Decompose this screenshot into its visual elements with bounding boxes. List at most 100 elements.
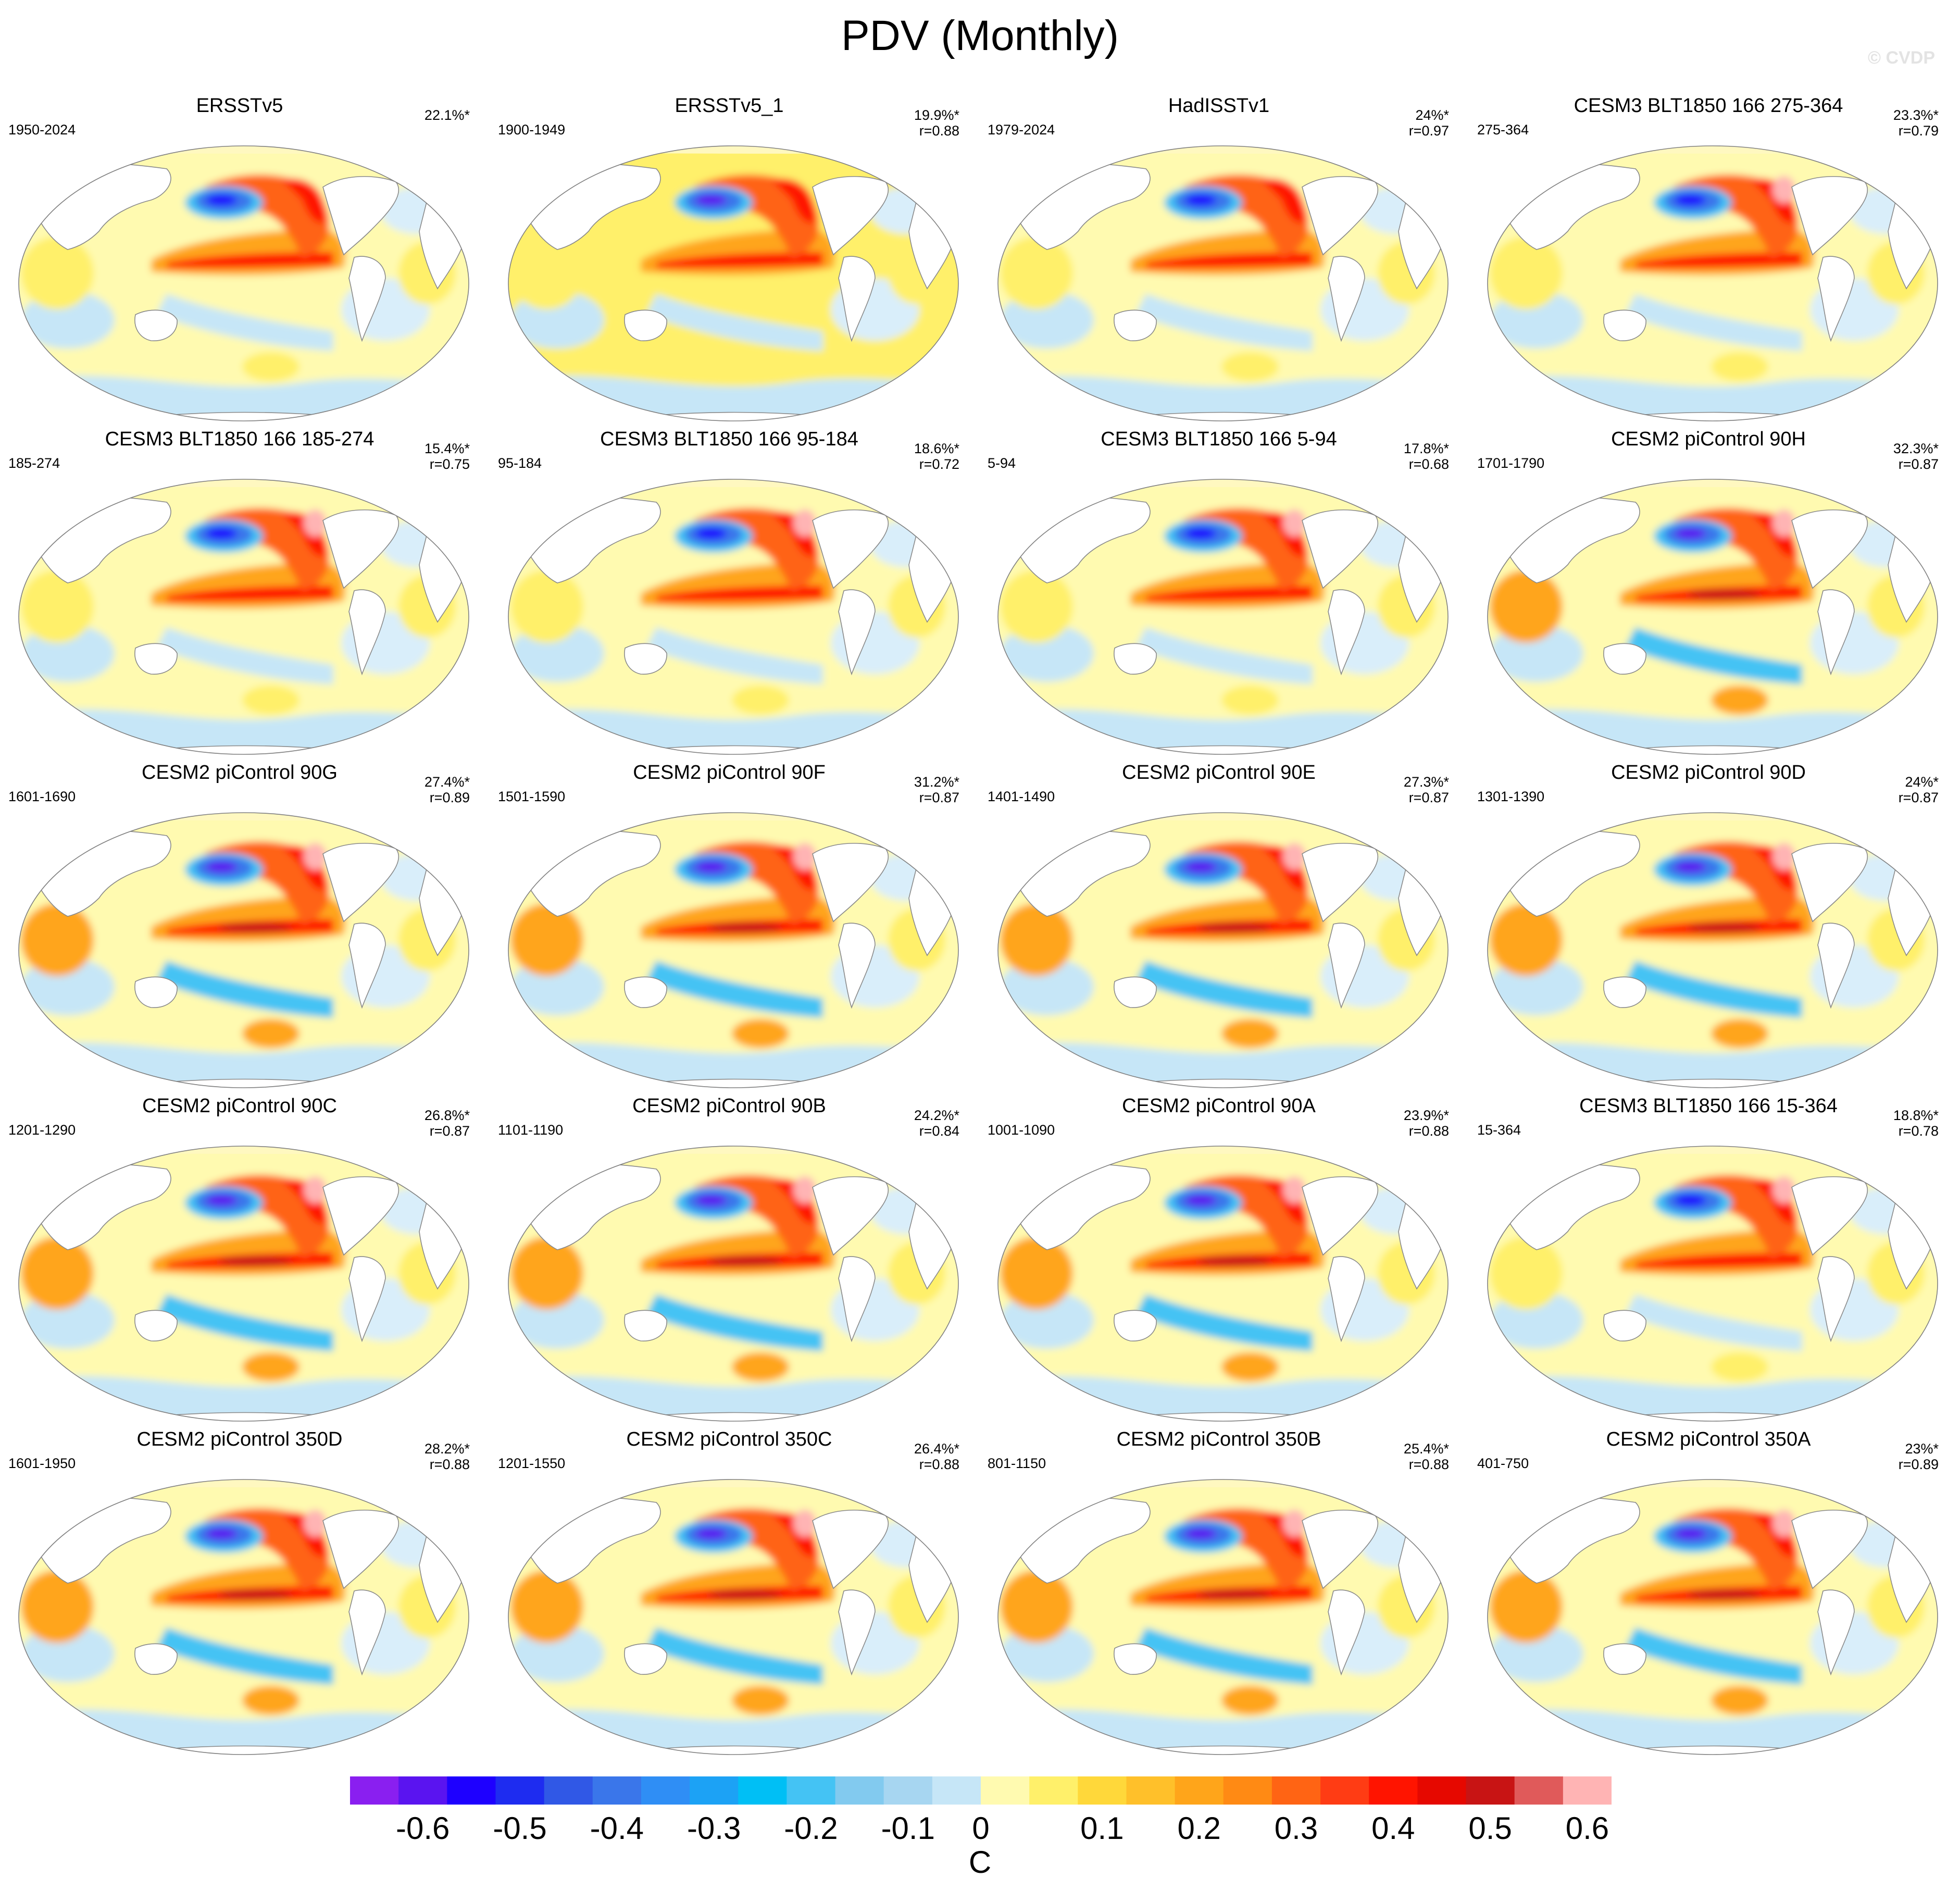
equatorial-maximum xyxy=(708,1256,781,1266)
australia xyxy=(134,1310,178,1341)
equatorial-maximum xyxy=(219,923,292,933)
south-pacific-warm-patch xyxy=(1221,1686,1279,1715)
panel-explained-variance: 28.2%* xyxy=(424,1441,470,1457)
australia xyxy=(624,976,667,1008)
colorbar-swatch xyxy=(544,1776,593,1805)
colorbar-swatch xyxy=(883,1776,933,1805)
colorbar-tick-label: -0.6 xyxy=(396,1811,450,1846)
panel-pattern-correlation: r=0.79 xyxy=(1898,123,1939,139)
north-pacific-min xyxy=(1185,1195,1216,1206)
colorbar-tick-label: 0.5 xyxy=(1468,1811,1512,1846)
panel-pattern-correlation: r=0.75 xyxy=(429,456,470,472)
south-pacific-cool-band xyxy=(646,294,823,351)
north-pacific-min xyxy=(1185,861,1216,873)
greenland xyxy=(447,823,469,852)
panel-title: CESM2 piControl 90A xyxy=(1122,1095,1316,1117)
map-field xyxy=(19,1146,469,1421)
equatorial-warm-core xyxy=(167,252,333,268)
sst-anomaly-field xyxy=(508,1146,958,1421)
alaska-coast-warm-core xyxy=(771,178,816,223)
map-panel-20: CESM2 piControl 350A 401-750 23%* r=0.89 xyxy=(1469,1428,1948,1793)
north-pacific-min xyxy=(695,861,727,873)
sst-pattern-map xyxy=(1487,479,1938,755)
south-america xyxy=(1817,1589,1855,1676)
panel-title: CESM2 piControl 90F xyxy=(633,762,826,784)
sst-pattern-map xyxy=(1487,1479,1938,1755)
sst-anomaly-field xyxy=(508,479,958,754)
panel-title: CESM2 piControl 90G xyxy=(142,762,338,784)
australia xyxy=(624,643,667,675)
south-pacific-cool-band xyxy=(646,1627,823,1685)
map-panel-14: CESM2 piControl 90B 1101-1190 24.2%* r=0… xyxy=(490,1095,969,1460)
greenland xyxy=(447,156,469,185)
panel-period: 1401-1490 xyxy=(988,789,1055,804)
panel-explained-variance: 18.8%* xyxy=(1893,1108,1939,1123)
equatorial-warm-core xyxy=(656,586,823,602)
australia xyxy=(1114,643,1157,675)
north-america xyxy=(812,842,889,923)
panel-period: 95-184 xyxy=(498,455,542,471)
panel-period: 1601-1690 xyxy=(8,789,76,804)
colorbar-tick-label: 0.1 xyxy=(1080,1811,1124,1846)
globe-outline xyxy=(508,1479,959,1755)
south-america xyxy=(1328,1589,1365,1676)
panel-explained-variance: 17.8%* xyxy=(1403,441,1449,456)
map-panel-12: CESM2 piControl 90D 1301-1390 24%* r=0.8… xyxy=(1469,762,1948,1126)
south-pacific-warm-patch xyxy=(1711,686,1768,715)
sst-anomaly-field xyxy=(998,1146,1448,1421)
north-pacific-min xyxy=(206,1195,237,1206)
equatorial-maximum xyxy=(1688,923,1761,933)
map-field xyxy=(1488,146,1938,421)
north-pacific-min xyxy=(1675,194,1706,206)
map-panel-2: ERSSTv5_1 1900-1949 19.9%* r=0.88 xyxy=(490,95,969,459)
greenland xyxy=(937,489,958,518)
alaska-coast-maximum xyxy=(1283,1176,1306,1203)
south-pacific-warm-patch xyxy=(1221,352,1279,381)
south-pacific-warm-patch xyxy=(1711,1352,1768,1382)
map-panel-17: CESM2 piControl 350D 1601-1950 28.2%* r=… xyxy=(0,1428,479,1793)
panel-pattern-correlation: r=0.87 xyxy=(919,790,959,805)
panel-explained-variance: 23%* xyxy=(1905,1441,1939,1457)
colorbar-swatch xyxy=(1078,1776,1127,1805)
map-field xyxy=(508,1146,958,1421)
south-pacific-warm-patch xyxy=(732,1019,789,1048)
panel-period: 801-1150 xyxy=(988,1456,1046,1471)
colorbar xyxy=(350,1776,1612,1805)
map-field xyxy=(998,146,1448,421)
indian-ocean-warm-patch xyxy=(510,903,583,976)
globe-outline xyxy=(997,1146,1449,1422)
map-panel-16: CESM3 BLT1850 166 15-364 15-364 18.8%* r… xyxy=(1469,1095,1948,1460)
map-field xyxy=(998,479,1448,754)
greenland xyxy=(937,1156,958,1185)
sst-anomaly-field xyxy=(1488,146,1938,421)
panel-pattern-correlation: r=0.97 xyxy=(1408,123,1449,139)
panel-title: CESM2 piControl 350C xyxy=(626,1428,832,1450)
north-america xyxy=(1302,1509,1379,1589)
north-pacific-min xyxy=(1675,1528,1706,1539)
sst-pattern-map xyxy=(508,1479,959,1755)
south-america xyxy=(1328,1256,1365,1342)
north-pacific-min xyxy=(1185,194,1216,206)
panel-period: 1101-1190 xyxy=(498,1122,564,1138)
panel-period: 1001-1090 xyxy=(988,1122,1055,1138)
map-panel-15: CESM2 piControl 90A 1001-1090 23.9%* r=0… xyxy=(979,1095,1458,1460)
sst-pattern-map xyxy=(508,812,959,1088)
south-america xyxy=(348,1589,386,1676)
greenland xyxy=(447,1156,469,1185)
panel-explained-variance: 24%* xyxy=(1415,107,1449,123)
colorbar-swatch xyxy=(641,1776,690,1805)
map-panel-18: CESM2 piControl 350C 1201-1550 26.4%* r=… xyxy=(490,1428,969,1793)
south-pacific-cool-band xyxy=(646,961,823,1018)
north-pacific-min xyxy=(206,194,237,206)
australia xyxy=(1114,309,1157,341)
sst-pattern-map xyxy=(997,1146,1449,1422)
sst-anomaly-field xyxy=(19,1146,469,1421)
south-pacific-warm-patch xyxy=(242,1352,299,1382)
australia xyxy=(1603,309,1646,341)
panel-explained-variance: 23.3%* xyxy=(1893,107,1939,123)
australia xyxy=(134,1643,178,1675)
north-america xyxy=(322,1176,400,1256)
indian-ocean-warm-patch xyxy=(510,570,583,643)
map-panel-5: CESM3 BLT1850 166 185-274 185-274 15.4%*… xyxy=(0,428,479,793)
panel-explained-variance: 23.9%* xyxy=(1403,1108,1449,1123)
